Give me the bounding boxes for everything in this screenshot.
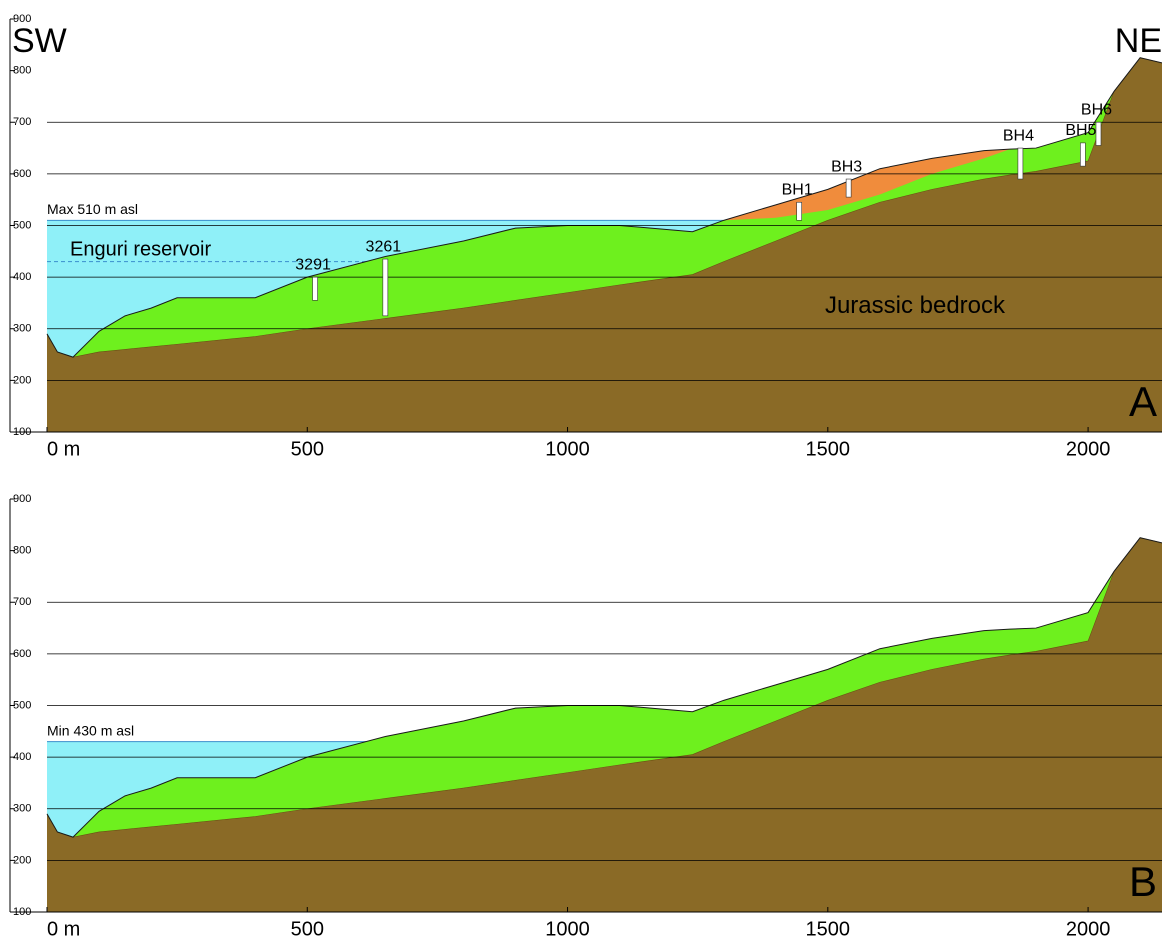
x-tick-label: 0 m bbox=[47, 438, 80, 460]
borehole bbox=[1080, 143, 1085, 166]
figure: 100 200 300 400 500 600 700 800 900 0 m 500 1000 150… bbox=[0, 0, 1162, 943]
reservoir-label: Enguri reservoir bbox=[70, 239, 212, 261]
x-tick-label: 1500 bbox=[806, 918, 851, 940]
y-tick-label: 900 bbox=[13, 493, 31, 505]
x-tick-label: 2000 bbox=[1066, 438, 1111, 460]
y-tick-label: 200 bbox=[13, 374, 31, 386]
x-tick-label: 1000 bbox=[545, 918, 590, 940]
borehole-label: BH1 bbox=[782, 181, 813, 198]
y-tick-label: 300 bbox=[13, 803, 31, 815]
borehole bbox=[846, 179, 851, 197]
y-tick-label: 800 bbox=[13, 545, 31, 557]
borehole-label: 3261 bbox=[366, 238, 402, 255]
water-level-label: Min 430 m asl bbox=[47, 722, 134, 738]
y-tick-label: 800 bbox=[13, 65, 31, 77]
y-tick-label: 300 bbox=[13, 323, 31, 335]
direction-label: NE bbox=[1115, 22, 1162, 60]
bedrock-label: Jurassic bedrock bbox=[825, 292, 1006, 319]
y-tick-label: 100 bbox=[13, 906, 31, 918]
borehole-label: BH4 bbox=[1003, 127, 1034, 144]
page: {"chart_data": [ {"type": "profile", "co… bbox=[0, 0, 1162, 943]
y-tick-label: 600 bbox=[13, 168, 31, 180]
borehole-label: BH6 bbox=[1081, 101, 1112, 118]
y-tick-label: 700 bbox=[13, 116, 31, 128]
y-tick-label: 700 bbox=[13, 596, 31, 608]
x-tick-label: 2000 bbox=[1066, 918, 1111, 940]
borehole bbox=[383, 259, 388, 316]
x-tick-label: 1000 bbox=[545, 438, 590, 460]
borehole bbox=[797, 202, 802, 220]
direction-label: SW bbox=[12, 22, 67, 60]
x-tick-label: 0 m bbox=[47, 918, 80, 940]
panel-label: A bbox=[1129, 378, 1157, 425]
borehole bbox=[313, 277, 318, 300]
borehole-label: 3291 bbox=[295, 256, 331, 273]
y-tick-label: 500 bbox=[13, 219, 31, 231]
borehole-label: BH5 bbox=[1065, 122, 1096, 139]
y-tick-label: 400 bbox=[13, 271, 31, 283]
panel-label: B bbox=[1129, 858, 1157, 905]
y-tick-label: 100 bbox=[13, 426, 31, 438]
y-tick-label: 500 bbox=[13, 699, 31, 711]
x-tick-label: 500 bbox=[291, 918, 324, 940]
x-tick-label: 1500 bbox=[806, 438, 851, 460]
borehole bbox=[1018, 148, 1023, 179]
y-tick-label: 600 bbox=[13, 648, 31, 660]
water-level-label: Max 510 m asl bbox=[47, 201, 138, 217]
borehole-label: BH3 bbox=[831, 158, 862, 175]
y-tick-label: 200 bbox=[13, 854, 31, 866]
x-tick-label: 500 bbox=[291, 438, 324, 460]
y-tick-label: 400 bbox=[13, 751, 31, 763]
borehole bbox=[1096, 122, 1101, 145]
